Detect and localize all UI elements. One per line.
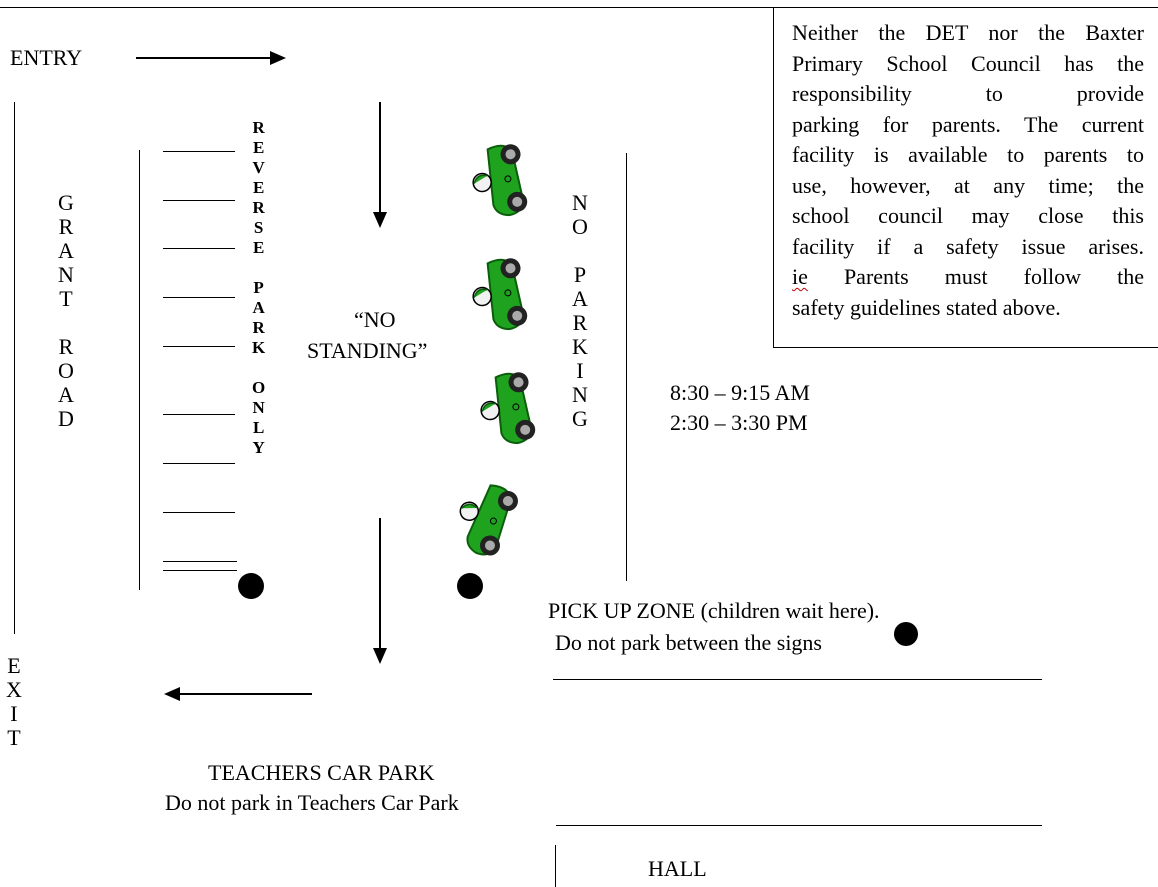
parking-bay-line — [163, 200, 235, 201]
grant-road-letter: D — [58, 406, 74, 431]
notice-ie-word: ie — [792, 264, 808, 289]
reverse-park-letter: N — [252, 398, 265, 417]
teachers-car-park-title: TEACHERS CAR PARK — [208, 760, 435, 785]
grant-road-letter: R — [58, 214, 74, 239]
no-parking-letter: A — [572, 286, 588, 311]
grant-road-letter: O — [58, 358, 74, 383]
grant-road-letter: T — [59, 286, 73, 311]
parking-notice-box: Neither the DET nor the Baxter Primary S… — [773, 8, 1158, 348]
no-standing-label-line2: STANDING” — [307, 338, 428, 363]
reverse-park-letter: P — [253, 278, 264, 297]
exit-letter: X — [6, 677, 22, 702]
road-edge-line — [14, 102, 15, 634]
grant-road-letter: A — [58, 238, 74, 263]
no-parking-letter: N — [572, 190, 588, 215]
parking-bay-line — [163, 297, 235, 298]
notice-ie-rest: Parents must follow the — [807, 264, 1144, 289]
notice-line: Primary School Council has the — [792, 50, 1144, 76]
hall-top-line — [556, 825, 1042, 826]
reverse-park-letter — [256, 358, 260, 378]
no-parking-letter: I — [576, 358, 584, 383]
time-afternoon: 2:30 – 3:30 PM — [670, 410, 808, 435]
car-icon — [472, 258, 528, 331]
no-parking-edge-line — [626, 153, 627, 581]
grant-road-letter: R — [58, 334, 74, 359]
reverse-park-letter: K — [252, 338, 266, 357]
reverse-park-letter: E — [252, 138, 265, 157]
reverse-park-letter: A — [252, 298, 265, 317]
notice-final-line: safety guidelines stated above. — [792, 294, 1061, 320]
exit-letter: E — [7, 653, 21, 678]
car-icon — [459, 484, 518, 556]
no-parking-letter: O — [572, 214, 588, 239]
parking-bay-line — [163, 151, 235, 152]
no-parking-letter: K — [572, 334, 588, 359]
reverse-park-letter: R — [252, 318, 265, 337]
reverse-park-letter: V — [252, 158, 265, 177]
notice-line: use, however, at any time; the — [792, 172, 1144, 198]
entry-label: ENTRY — [10, 45, 83, 70]
grant-road-letter: A — [58, 382, 74, 407]
no-parking-letter: N — [572, 382, 588, 407]
no-parking-letter: G — [572, 406, 588, 431]
exit-letter: T — [7, 725, 21, 750]
notice-line: facility is available to parents to — [792, 142, 1144, 167]
car-icon — [480, 372, 536, 445]
grant-road-letter: N — [58, 262, 74, 287]
reverse-park-letter: Y — [252, 438, 265, 457]
reverse-park-letter: E — [252, 178, 265, 197]
reverse-park-letter — [256, 258, 260, 278]
notice-line: school council may close this — [792, 203, 1144, 228]
notice-line: responsibility to provide — [792, 81, 1144, 106]
arrow-down-icon — [373, 518, 387, 664]
notice-line: Neither the DET nor the Baxter — [792, 20, 1144, 45]
hall-edge-line — [555, 845, 556, 887]
parking-bay-line — [163, 346, 235, 347]
reverse-park-letter: E — [252, 238, 265, 257]
pickup-zone-label: PICK UP ZONE (children wait here). — [548, 598, 880, 623]
time-morning: 8:30 – 9:15 AM — [670, 380, 810, 405]
parking-bay-line — [163, 248, 235, 249]
parking-bay-line — [163, 463, 235, 464]
reverse-park-letter: O — [252, 378, 266, 397]
no-parking-letter — [577, 239, 583, 263]
teachers-car-park-note: Do not park in Teachers Car Park — [165, 790, 459, 815]
reverse-park-letter: R — [252, 198, 265, 217]
grant-road-letter: G — [58, 190, 74, 215]
arrow-left-icon — [164, 687, 312, 701]
parking-bay-line — [163, 570, 237, 571]
parking-bay-edge-line — [139, 150, 140, 590]
exit-letter: I — [10, 701, 18, 726]
pickup-zone-line — [553, 679, 1042, 680]
no-parking-letter: P — [573, 262, 587, 287]
parking-bay-line — [163, 561, 237, 562]
pickup-zone-note: Do not park between the signs — [555, 630, 822, 655]
notice-line: facility if a safety issue arises. — [792, 233, 1144, 259]
no-parking-letter: R — [572, 310, 588, 335]
reverse-park-letter: S — [253, 218, 264, 237]
sign-dot-icon — [457, 573, 483, 599]
top-border-line — [0, 7, 1158, 8]
entry-arrow-right-icon — [136, 51, 286, 65]
sign-dot-icon — [238, 573, 264, 599]
reverse-park-letter: L — [252, 418, 265, 437]
grant-road-letter — [63, 311, 69, 335]
sign-dot-icon — [894, 622, 918, 646]
parking-bay-line — [163, 512, 235, 513]
hall-label: HALL — [648, 856, 707, 881]
arrow-down-icon — [373, 102, 387, 228]
no-standing-label-line1: “NO — [354, 307, 396, 332]
notice-line: parking for parents. The current — [792, 111, 1144, 137]
car-icon — [472, 144, 528, 217]
parking-bay-line — [163, 414, 235, 415]
notice-line-ie: ie Parents must follow the — [792, 262, 1144, 293]
reverse-park-letter: R — [252, 118, 265, 137]
